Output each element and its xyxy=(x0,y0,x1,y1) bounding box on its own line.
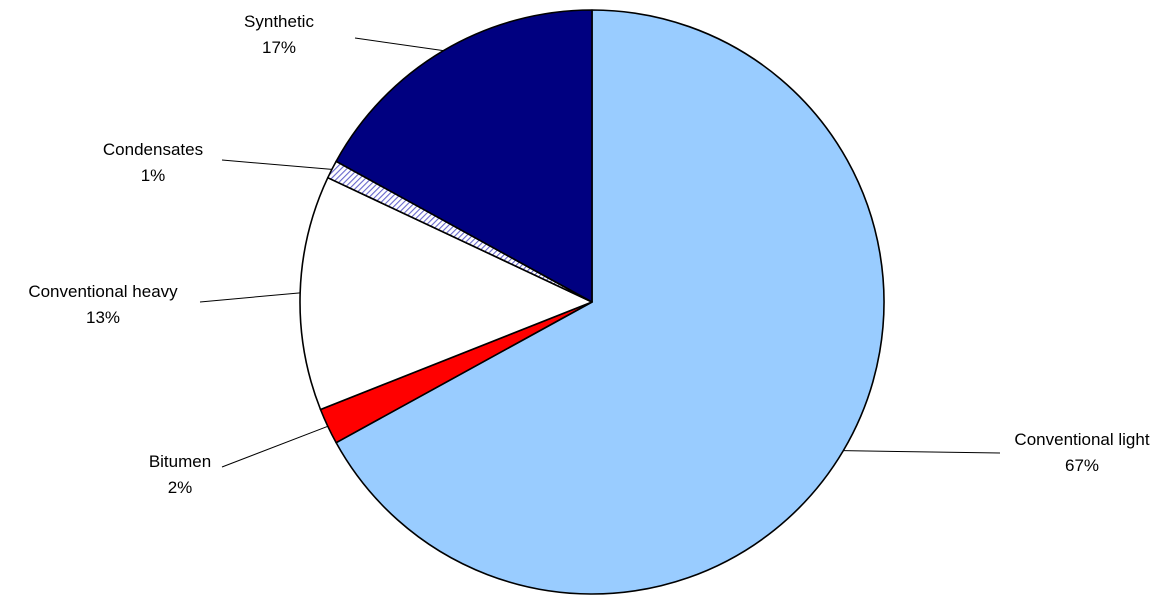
slice-label-conventional-heavy: Conventional heavy xyxy=(28,282,178,301)
pie-slices xyxy=(299,9,885,595)
slice-value-conventional-light: 67% xyxy=(1065,456,1099,475)
slice-label-conventional-light: Conventional light xyxy=(1014,430,1149,449)
leader-line-conventional-light xyxy=(843,450,1001,454)
leader-line-condensates xyxy=(221,159,332,170)
slice-value-bitumen: 2% xyxy=(168,478,193,497)
leader-line-conventional-heavy xyxy=(199,292,301,303)
pie-slice-conventional-heavy xyxy=(299,176,593,411)
pie-leader-lines xyxy=(199,37,1001,468)
slice-value-condensates: 1% xyxy=(141,166,166,185)
slice-value-synthetic: 17% xyxy=(262,38,296,57)
slice-label-condensates: Condensates xyxy=(103,140,203,159)
slice-label-bitumen: Bitumen xyxy=(149,452,211,471)
slice-value-conventional-heavy: 13% xyxy=(86,308,120,327)
leader-line-bitumen xyxy=(221,425,328,468)
slice-label-synthetic: Synthetic xyxy=(244,12,314,31)
pie-slice-conventional-light xyxy=(335,9,885,595)
leader-line-synthetic xyxy=(354,37,444,52)
